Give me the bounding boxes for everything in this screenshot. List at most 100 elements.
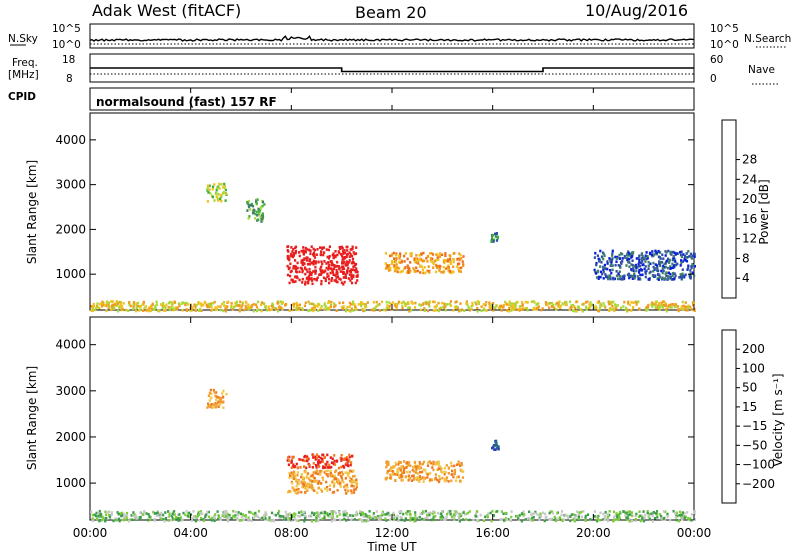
echo-cell [300,249,303,253]
echo-cell [332,273,335,276]
echo-cell [108,515,112,519]
echo-cell [157,309,160,313]
echo-cell [429,511,432,515]
echo-cell [510,302,513,305]
echo-cell [220,199,223,203]
echo-cell [200,517,203,520]
echo-cell [398,260,401,264]
echo-cell [340,476,343,480]
echo-cell [659,261,662,264]
echo-cell [312,247,315,251]
echo-cell [316,511,319,514]
echo-cell [336,515,339,518]
echo-cell [659,264,662,268]
echo-cell [288,489,291,493]
echo-cell [652,265,655,269]
echo-cell [496,444,499,448]
echo-cell [298,511,301,514]
echo-cell [304,250,307,254]
echo-cell [382,308,385,312]
echo-cell [477,519,480,522]
echo-cell [327,301,330,305]
echo-cell [401,307,404,310]
echo-cell [390,473,393,476]
echo-cell [659,257,662,260]
echo-cell [130,514,133,517]
echo-cell [646,308,649,311]
echo-cell [214,306,217,309]
echo-cell [324,470,327,473]
noise-trace [89,35,695,45]
echo-cell [301,485,304,489]
frequency-line [90,67,694,73]
echo-cell [454,479,458,483]
echo-cell [681,300,684,304]
echo-cell [496,510,499,513]
echo-cell [484,515,487,519]
echo-cell [612,510,616,514]
echo-cell [298,251,301,254]
echo-cell [610,260,613,264]
echo-cell [426,301,429,304]
echo-cell [394,479,397,482]
echo-cell [393,465,396,468]
echo-cell [179,516,182,519]
echo-cell [638,254,641,258]
echo-cell [271,302,274,305]
echo-cell [410,479,413,482]
echo-cell [342,305,345,308]
echo-cell [615,274,619,278]
echo-cell [218,396,221,399]
echo-cell [555,308,558,311]
echo-cell [328,277,331,281]
echo-cell [604,511,607,514]
echo-cell [225,392,228,396]
echo-cell [403,519,406,522]
echo-cell [437,467,440,470]
echo-cell [173,301,177,304]
echo-cell [257,308,260,311]
echo-cell [395,263,398,266]
echo-cell [96,306,99,309]
echo-cell [503,519,506,522]
echo-cell [476,519,479,523]
echo-cell [385,461,388,464]
echo-cell [674,274,677,278]
echo-cell [210,519,213,522]
echo-cell [345,309,348,313]
echo-cell [647,303,650,307]
echo-cell [381,513,384,517]
echo-cell [662,510,665,513]
echo-cell [377,516,380,520]
echo-cell [113,303,116,307]
echo-cell [403,460,406,463]
echo-cell [295,306,298,310]
echo-cell [301,307,304,310]
echo-cell [426,260,429,263]
echo-cell [292,463,295,467]
echo-cell [199,511,202,515]
echo-cell [492,302,495,305]
echo-cell [222,389,225,393]
echo-cell [199,510,202,513]
echo-cell [438,269,441,272]
echo-cell [337,250,340,253]
echo-cell [400,465,403,469]
colorbar-tick-label: 15 [742,400,757,414]
echo-cell [277,300,280,303]
echo-cell [647,264,650,267]
echo-cell [531,519,534,522]
echo-cell [308,267,311,271]
echo-cell [347,277,350,280]
echo-cell [353,252,356,256]
echo-cell [129,304,133,308]
echo-cell [616,255,619,259]
echo-cell [688,274,691,277]
freq-label: Freq. [12,57,38,69]
echo-cell [560,510,564,513]
echo-cell [308,270,312,274]
echo-cell [616,516,619,519]
echo-cell [301,270,304,274]
echo-cell [461,260,464,263]
echo-cell [386,264,389,268]
